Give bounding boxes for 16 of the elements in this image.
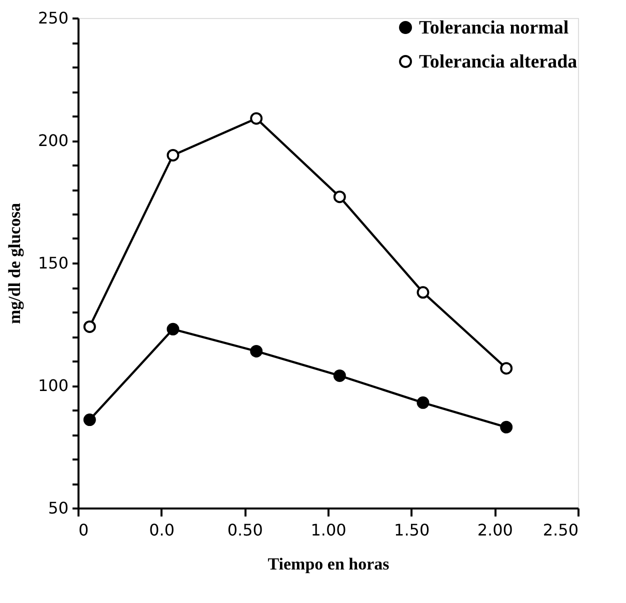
y-axis-title: mg/dl de glucosa (4, 202, 24, 324)
x-tick-label: 0.50 (227, 520, 263, 540)
x-tick-label: 2.50 (542, 520, 578, 540)
x-tick-label: 0.0 (149, 520, 175, 540)
x-tick-label: 1.00 (310, 520, 346, 540)
x-axis-title: Tiempo en horas (268, 554, 390, 574)
y-tick-label: 150 (38, 254, 68, 272)
y-tick-label: 250 (38, 8, 68, 28)
x-tick-label: 2.00 (477, 520, 513, 540)
y-tick-label: 200 (38, 131, 68, 150)
x-tick-label: 0 (78, 520, 89, 540)
legend-label: Tolerancia normal (419, 18, 569, 38)
legend-label: Tolerancia alterada (419, 52, 578, 72)
y-tick-label: 100 (38, 376, 68, 395)
x-tick-label: 1.50 (394, 520, 430, 540)
y-tick-label: 50 (48, 498, 68, 518)
